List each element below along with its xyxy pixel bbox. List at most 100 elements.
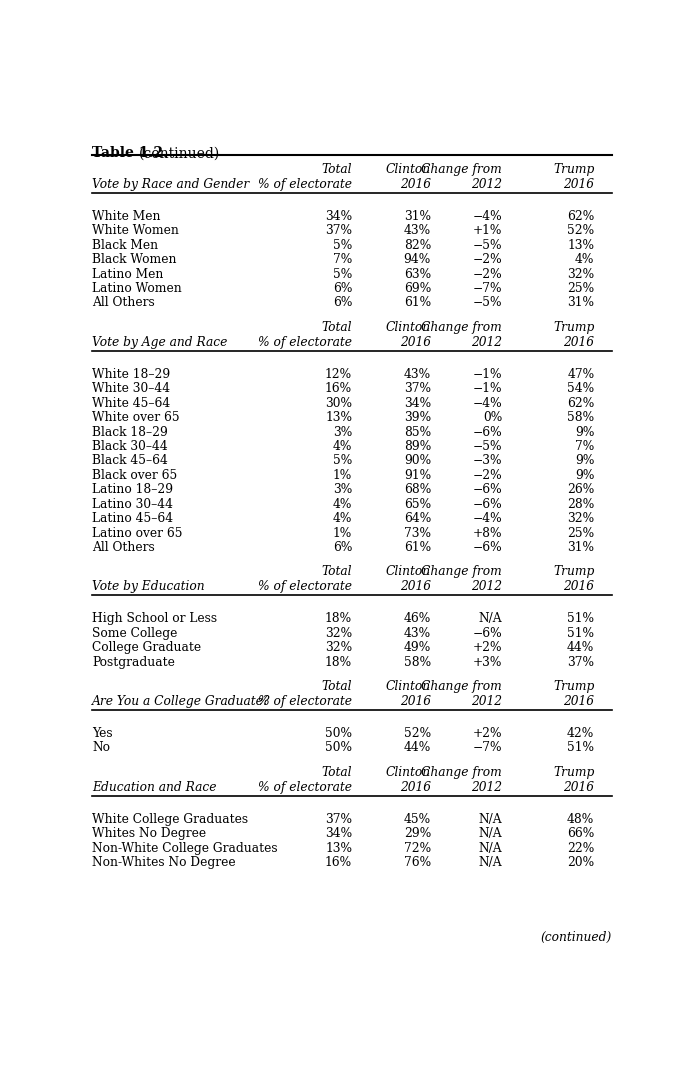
Text: 28%: 28% (567, 498, 594, 511)
Text: Latino over 65: Latino over 65 (92, 527, 183, 539)
Text: −7%: −7% (473, 741, 502, 754)
Text: 45%: 45% (404, 813, 431, 826)
Text: (continued): (continued) (139, 146, 221, 160)
Text: 43%: 43% (404, 224, 431, 237)
Text: 32%: 32% (325, 641, 352, 655)
Text: Whites No Degree: Whites No Degree (92, 828, 206, 841)
Text: 34%: 34% (325, 828, 352, 841)
Text: Clinton: Clinton (386, 679, 431, 693)
Text: Black Men: Black Men (92, 239, 159, 252)
Text: Total: Total (322, 679, 352, 693)
Text: 65%: 65% (404, 498, 431, 511)
Text: 42%: 42% (567, 727, 594, 740)
Text: Trump: Trump (553, 565, 594, 578)
Text: Latino 45–64: Latino 45–64 (92, 513, 173, 525)
Text: 58%: 58% (404, 656, 431, 669)
Text: 1%: 1% (333, 527, 352, 539)
Text: 43%: 43% (404, 367, 431, 381)
Text: Latino Women: Latino Women (92, 282, 182, 295)
Text: Trump: Trump (553, 320, 594, 333)
Text: −5%: −5% (473, 239, 502, 252)
Text: −2%: −2% (473, 268, 502, 281)
Text: White 30–44: White 30–44 (92, 382, 170, 395)
Text: 3%: 3% (333, 425, 352, 439)
Text: 2016: 2016 (400, 178, 431, 191)
Text: −6%: −6% (473, 627, 502, 640)
Text: −6%: −6% (473, 484, 502, 497)
Text: All Others: All Others (92, 297, 155, 310)
Text: 9%: 9% (575, 469, 594, 482)
Text: Change from: Change from (422, 766, 502, 779)
Text: 29%: 29% (404, 828, 431, 841)
Text: 18%: 18% (325, 656, 352, 669)
Text: −6%: −6% (473, 498, 502, 511)
Text: N/A: N/A (479, 828, 502, 841)
Text: 31%: 31% (567, 541, 594, 554)
Text: 2016: 2016 (563, 335, 594, 349)
Text: 58%: 58% (567, 411, 594, 424)
Text: White 18–29: White 18–29 (92, 367, 170, 381)
Text: −5%: −5% (473, 440, 502, 453)
Text: 52%: 52% (567, 224, 594, 237)
Text: 7%: 7% (575, 440, 594, 453)
Text: −2%: −2% (473, 469, 502, 482)
Text: 18%: 18% (325, 612, 352, 626)
Text: 6%: 6% (333, 282, 352, 295)
Text: −1%: −1% (473, 367, 502, 381)
Text: Black 45–64: Black 45–64 (92, 455, 168, 468)
Text: 69%: 69% (404, 282, 431, 295)
Text: 85%: 85% (404, 425, 431, 439)
Text: +2%: +2% (473, 727, 502, 740)
Text: % of electorate: % of electorate (258, 695, 352, 708)
Text: 50%: 50% (325, 741, 352, 754)
Text: 32%: 32% (567, 268, 594, 281)
Text: Total: Total (322, 565, 352, 578)
Text: 32%: 32% (567, 513, 594, 525)
Text: 82%: 82% (404, 239, 431, 252)
Text: Black over 65: Black over 65 (92, 469, 177, 482)
Text: N/A: N/A (479, 813, 502, 826)
Text: 2016: 2016 (563, 178, 594, 191)
Text: 4%: 4% (333, 440, 352, 453)
Text: % of electorate: % of electorate (258, 335, 352, 349)
Text: 1%: 1% (333, 469, 352, 482)
Text: +1%: +1% (473, 224, 502, 237)
Text: 76%: 76% (404, 857, 431, 869)
Text: % of electorate: % of electorate (258, 580, 352, 594)
Text: (continued): (continued) (541, 931, 612, 944)
Text: +2%: +2% (473, 641, 502, 655)
Text: 16%: 16% (325, 857, 352, 869)
Text: 2012: 2012 (471, 178, 502, 191)
Text: Total: Total (322, 320, 352, 333)
Text: 2016: 2016 (400, 335, 431, 349)
Text: Black Women: Black Women (92, 253, 177, 266)
Text: 2016: 2016 (400, 695, 431, 708)
Text: 16%: 16% (325, 382, 352, 395)
Text: Change from: Change from (422, 679, 502, 693)
Text: 47%: 47% (567, 367, 594, 381)
Text: −4%: −4% (473, 513, 502, 525)
Text: Change from: Change from (422, 565, 502, 578)
Text: 64%: 64% (404, 513, 431, 525)
Text: 34%: 34% (404, 396, 431, 410)
Text: 31%: 31% (567, 297, 594, 310)
Text: 54%: 54% (567, 382, 594, 395)
Text: Some College: Some College (92, 627, 178, 640)
Text: −7%: −7% (473, 282, 502, 295)
Text: 25%: 25% (567, 527, 594, 539)
Text: 2012: 2012 (471, 695, 502, 708)
Text: White College Graduates: White College Graduates (92, 813, 249, 826)
Text: Vote by Age and Race: Vote by Age and Race (92, 335, 227, 349)
Text: 13%: 13% (325, 842, 352, 854)
Text: 50%: 50% (325, 727, 352, 740)
Text: 91%: 91% (404, 469, 431, 482)
Text: 44%: 44% (404, 741, 431, 754)
Text: Total: Total (322, 766, 352, 779)
Text: N/A: N/A (479, 612, 502, 626)
Text: 62%: 62% (567, 396, 594, 410)
Text: 3%: 3% (333, 484, 352, 497)
Text: Vote by Education: Vote by Education (92, 580, 205, 594)
Text: 51%: 51% (567, 612, 594, 626)
Text: 73%: 73% (404, 527, 431, 539)
Text: Clinton: Clinton (386, 162, 431, 175)
